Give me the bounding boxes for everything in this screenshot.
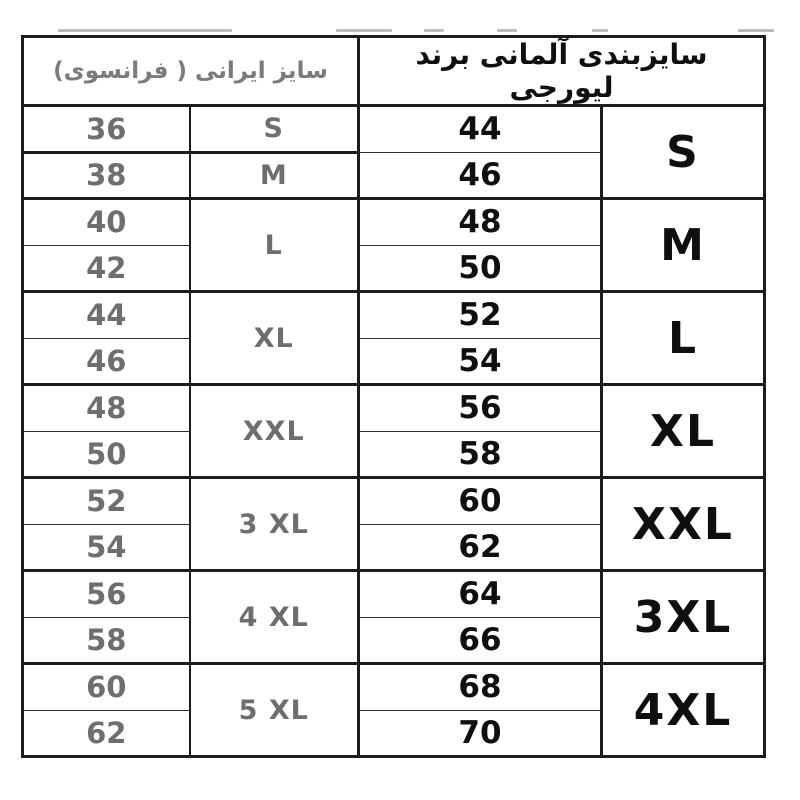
german-size-cell: 66 [358,617,603,665]
iran-size-cell: 56 [22,570,191,618]
iran-size-cell: 40 [22,198,191,246]
scan-artifact [424,29,444,32]
table-row: 44 XL 52 L [22,291,765,386]
german-size-cell: 64 [358,570,603,618]
iran-size-cell: 52 [22,477,191,525]
iran-size-cell: 38 [22,152,191,200]
german-size-cell: 56 [358,384,603,432]
german-letter-cell: S [601,105,765,200]
german-size-cell: 70 [358,710,603,758]
table-row: 46 54 [22,338,765,386]
german-letter-cell: M [601,198,765,293]
german-size-cell: 52 [358,291,603,339]
german-letter-cell: 3XL [601,570,765,665]
iran-letter-cell: XXL [189,384,360,479]
scan-artifact [738,29,774,32]
table-row: 40 L 48 M [22,198,765,293]
table-row: 54 62 [22,524,765,572]
iran-size-cell: 54 [22,524,191,572]
iran-size-cell: 50 [22,431,191,479]
table-row: 58 66 [22,617,765,665]
german-size-cell: 58 [358,431,603,479]
table-row: 62 70 [22,710,765,758]
iran-size-cell: 44 [22,291,191,339]
size-conversion-table: سایز ایرانی ( فرانسوی) سایزبندی آلمانی ب… [21,35,766,758]
scan-artifact [58,29,232,32]
table-row: 50 58 [22,431,765,479]
table-row: 42 50 [22,245,765,293]
table-row: 38 M 46 [22,152,765,200]
iran-size-cell: 36 [22,105,191,154]
iran-letter-cell: M [189,152,360,200]
german-letter-cell: XXL [601,477,765,572]
header-iranian-sizes: سایز ایرانی ( فرانسوی) [22,36,360,107]
iran-letter-cell: 3 XL [189,477,360,572]
table-row: 56 4 XL 64 3XL [22,570,765,665]
iran-letter-cell: 4 XL [189,570,360,665]
header-german-livergy-sizes: سایزبندی آلمانی برند لیورجی [358,36,765,107]
iran-letter-cell: XL [189,291,360,386]
german-size-cell: 60 [358,477,603,525]
german-size-cell: 50 [358,245,603,293]
german-size-cell: 68 [358,663,603,711]
german-size-cell: 44 [358,105,603,153]
iran-letter-cell: 5 XL [189,663,360,758]
iran-size-cell: 58 [22,617,191,665]
german-size-cell: 46 [358,152,603,200]
iran-size-cell: 46 [22,338,191,386]
scan-artifact [336,29,392,32]
german-letter-cell: 4XL [601,663,765,758]
german-letter-cell: L [601,291,765,386]
german-size-cell: 54 [358,338,603,386]
scan-artifact [497,29,517,32]
iran-size-cell: 60 [22,663,191,711]
iran-letter-cell: S [189,105,360,154]
scan-artifact [592,29,608,32]
german-letter-cell: XL [601,384,765,479]
table-row: 36 S 44 S [22,105,765,200]
iran-size-cell: 62 [22,710,191,758]
german-size-cell: 62 [358,524,603,572]
iran-size-cell: 42 [22,245,191,293]
german-size-cell: 48 [358,198,603,246]
iran-letter-cell: L [189,198,360,293]
table-row: 60 5 XL 68 4XL [22,663,765,758]
iran-size-cell: 48 [22,384,191,432]
table-row: 48 XXL 56 XL [22,384,765,479]
table-row: 52 3 XL 60 XXL [22,477,765,572]
table-header-row: سایز ایرانی ( فرانسوی) سایزبندی آلمانی ب… [22,36,765,107]
